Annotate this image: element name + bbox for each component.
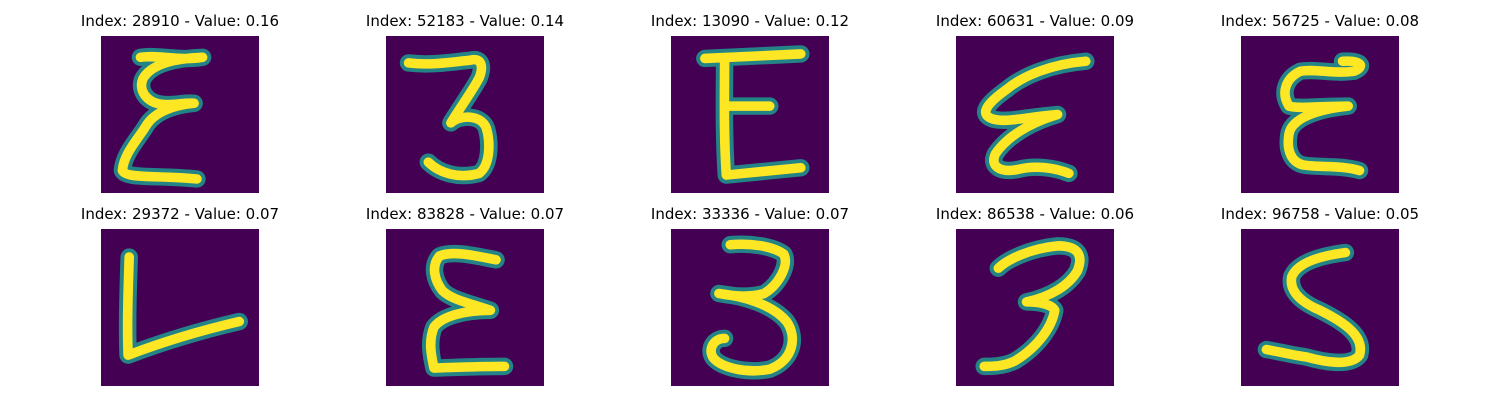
digit-image-10: [1241, 229, 1399, 386]
panel-title-8: Index: 33336 - Value: 0.07: [650, 205, 850, 223]
image-panel-3: Index: 13090 - Value: 0.12: [635, 11, 865, 196]
image-panel-5: Index: 56725 - Value: 0.08: [1205, 11, 1435, 196]
panel-title-3: Index: 13090 - Value: 0.12: [650, 12, 850, 30]
digit-image-6: [101, 229, 259, 386]
digit-image-3: [671, 36, 829, 193]
image-panel-6: Index: 29372 - Value: 0.07: [65, 204, 295, 389]
panel-title-1: Index: 28910 - Value: 0.16: [80, 12, 280, 30]
image-panel-7: Index: 83828 - Value: 0.07: [350, 204, 580, 389]
image-panel-4: Index: 60631 - Value: 0.09: [920, 11, 1150, 196]
digit-image-5: [1241, 36, 1399, 193]
digit-image-2: [386, 36, 544, 193]
digit-image-8: [671, 229, 829, 386]
image-panel-10: Index: 96758 - Value: 0.05: [1205, 204, 1435, 389]
panel-title-9: Index: 86538 - Value: 0.06: [935, 205, 1135, 223]
digit-image-7: [386, 229, 544, 386]
image-panel-8: Index: 33336 - Value: 0.07: [635, 204, 865, 389]
panel-title-2: Index: 52183 - Value: 0.14: [365, 12, 565, 30]
panel-title-5: Index: 56725 - Value: 0.08: [1220, 12, 1420, 30]
image-panel-2: Index: 52183 - Value: 0.14: [350, 11, 580, 196]
digit-image-9: [956, 229, 1114, 386]
panel-title-10: Index: 96758 - Value: 0.05: [1220, 205, 1420, 223]
panel-title-7: Index: 83828 - Value: 0.07: [365, 205, 565, 223]
panel-title-6: Index: 29372 - Value: 0.07: [80, 205, 280, 223]
panel-title-4: Index: 60631 - Value: 0.09: [935, 12, 1135, 30]
digit-image-4: [956, 36, 1114, 193]
image-panel-9: Index: 86538 - Value: 0.06: [920, 204, 1150, 389]
image-panel-1: Index: 28910 - Value: 0.16: [65, 11, 295, 196]
digit-image-1: [101, 36, 259, 193]
